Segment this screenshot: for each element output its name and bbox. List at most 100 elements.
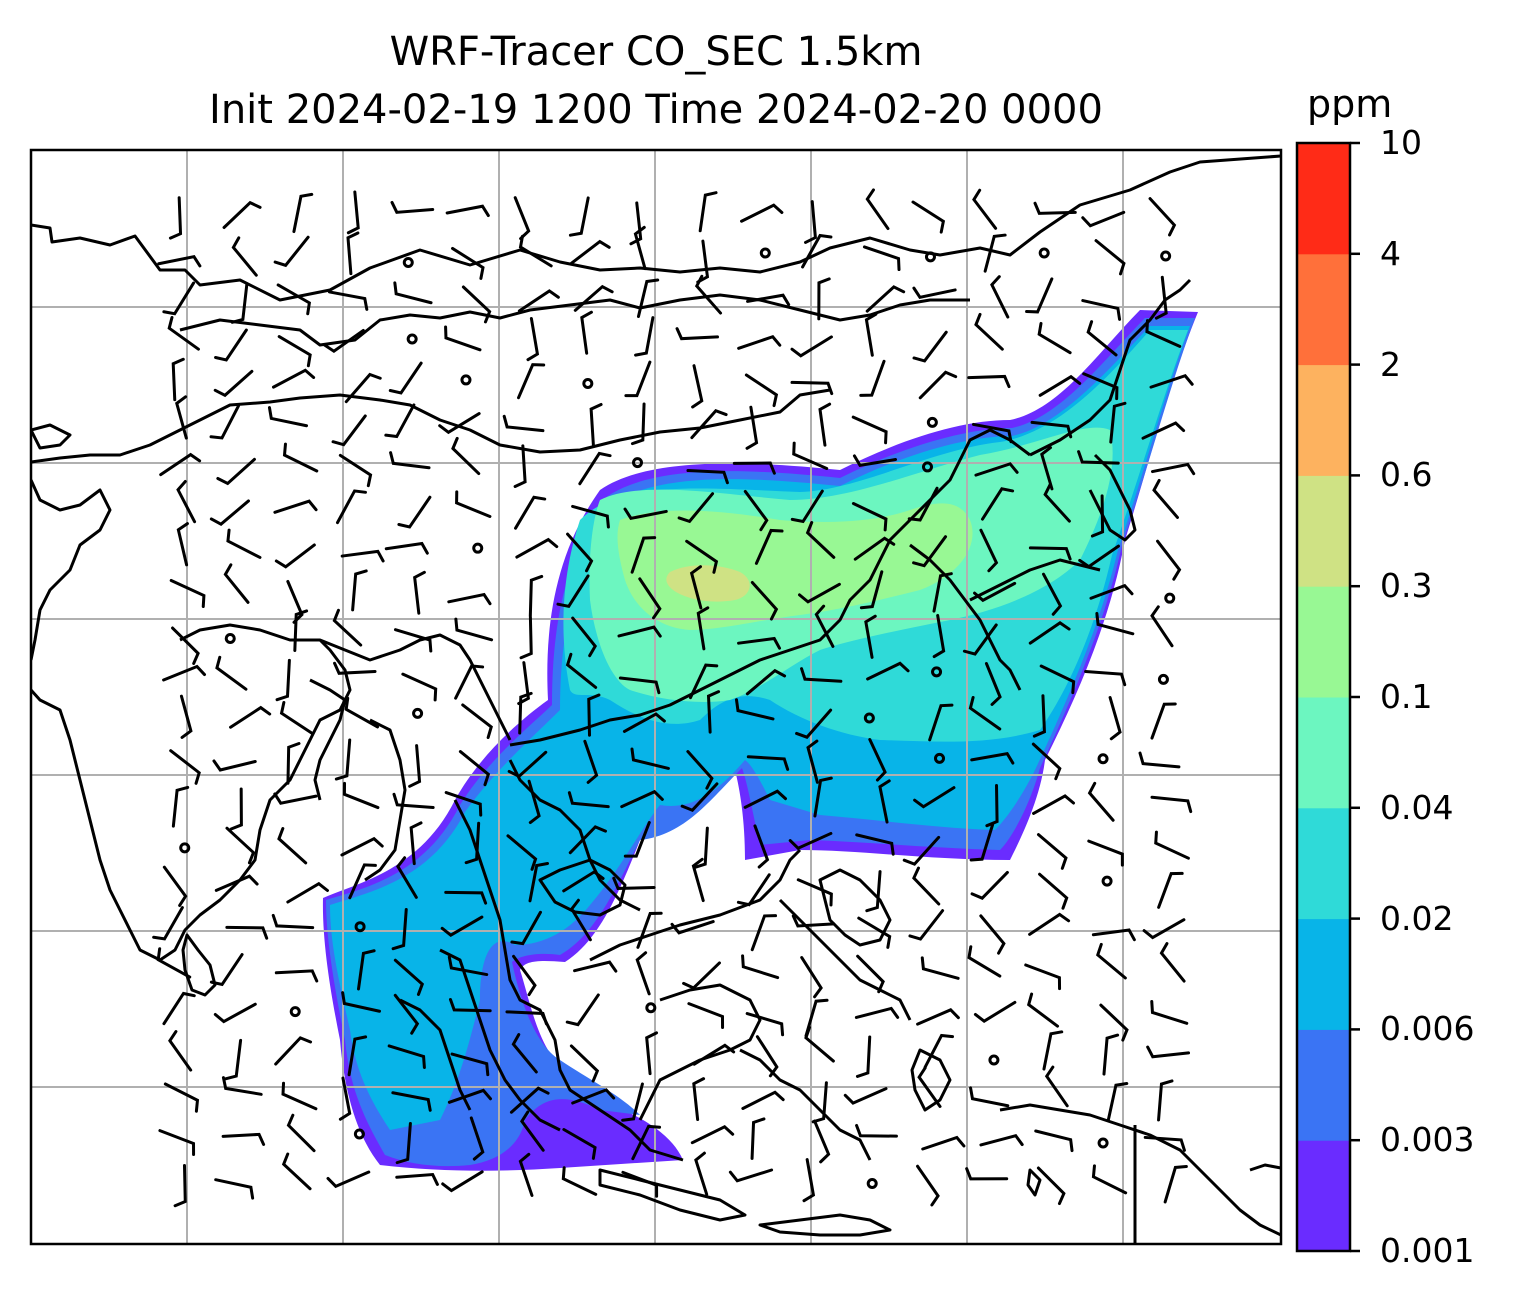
calm-marker	[921, 461, 933, 473]
wind-barb	[1142, 918, 1186, 940]
wind-barb	[682, 961, 721, 990]
wind-barb	[750, 914, 778, 952]
colorbar-segment	[1297, 586, 1350, 698]
wind-barb	[562, 1128, 597, 1160]
wind-barb	[965, 1167, 1009, 1181]
wind-barb	[513, 444, 527, 488]
wind-barb	[292, 192, 314, 234]
calm-marker	[934, 752, 946, 764]
wind-barb	[282, 442, 319, 473]
wind-barb	[176, 522, 189, 567]
wind-barb	[908, 909, 945, 941]
wind-barb	[1157, 871, 1184, 909]
wind-barb	[518, 234, 553, 268]
wind-barb	[509, 1086, 550, 1114]
wind-barb	[1032, 694, 1046, 738]
colorbar-tick-label: 4	[1380, 233, 1401, 273]
wind-barb	[274, 543, 316, 569]
wind-barb	[1030, 420, 1073, 439]
wind-barb	[690, 1125, 735, 1145]
wind-barb	[624, 360, 652, 398]
wind-barb	[974, 462, 1019, 477]
wind-barb	[388, 361, 423, 395]
calm-marker	[645, 1002, 657, 1014]
wind-barb	[790, 335, 833, 358]
wind-barb	[912, 286, 957, 300]
wind-barb	[556, 574, 590, 608]
wind-barb	[274, 969, 319, 983]
wind-barb	[1143, 1135, 1186, 1152]
wind-barb	[1042, 1030, 1064, 1071]
wind-barb	[851, 415, 888, 445]
colorbar-segment	[1297, 918, 1350, 1030]
wind-barb	[569, 898, 592, 942]
wind-barb	[630, 747, 670, 770]
wind-barb	[687, 1002, 725, 1029]
wind-barb	[393, 281, 433, 305]
wind-barb	[864, 614, 877, 659]
wind-barb	[686, 750, 714, 790]
wind-barb	[273, 235, 310, 268]
wind-barb	[864, 312, 878, 357]
wind-barb	[1138, 751, 1181, 769]
calm-marker	[926, 416, 938, 428]
wind-barb	[675, 327, 719, 341]
calm-marker	[1164, 592, 1176, 604]
wind-barb	[214, 1178, 255, 1200]
wind-barb	[357, 949, 376, 991]
calm-marker	[1097, 753, 1109, 765]
wind-barb	[528, 861, 550, 903]
wind-barb	[612, 876, 656, 890]
wind-barb	[469, 1116, 485, 1161]
wind-barb	[344, 372, 382, 404]
wind-barb	[565, 652, 598, 689]
wind-barb	[693, 826, 709, 869]
wind-barb	[171, 626, 200, 665]
wind-barb	[636, 278, 660, 318]
colorbar-tick-label: 10	[1380, 123, 1422, 162]
wind-barb	[1106, 1082, 1129, 1122]
wind-barb	[1028, 912, 1071, 936]
wind-barb	[795, 708, 833, 739]
wind-barb	[441, 1170, 484, 1193]
wind-barb	[335, 489, 367, 525]
wind-barb	[621, 1082, 644, 1122]
wind-barb	[1078, 544, 1120, 569]
wind-barb	[851, 502, 888, 532]
calm-marker	[866, 1178, 878, 1190]
wind-barb	[275, 658, 291, 702]
wind-barb	[912, 535, 948, 568]
wind-barb	[688, 663, 719, 700]
wind-barb	[512, 954, 537, 997]
wind-barb	[912, 330, 948, 363]
wind-barb	[573, 960, 618, 973]
colorbar-tick-label: 0.02	[1380, 898, 1454, 938]
wind-barb	[796, 878, 833, 907]
wind-barb	[447, 592, 492, 606]
wind-barb	[970, 751, 1015, 765]
wind-barb	[578, 451, 612, 486]
wind-barb	[169, 749, 201, 785]
wind-barb	[618, 676, 661, 695]
wind-barb	[464, 821, 481, 865]
wind-barb	[271, 913, 315, 930]
wind-barb	[1095, 611, 1135, 636]
wind-barb	[438, 412, 481, 435]
wind-barb	[573, 284, 614, 312]
wind-barb	[1034, 1129, 1074, 1153]
calm-marker	[863, 712, 875, 724]
wind-barb	[515, 537, 559, 559]
wind-barb	[158, 1129, 196, 1156]
wind-barb	[589, 402, 603, 447]
wind-barb	[230, 282, 249, 324]
wind-barb	[746, 755, 790, 771]
wind-barb	[631, 1124, 662, 1161]
colorbar-segment	[1297, 1029, 1350, 1141]
wind-barb	[686, 469, 729, 485]
calm-marker	[224, 632, 236, 644]
wind-barb	[980, 487, 1015, 521]
wind-barb	[393, 993, 420, 1035]
calm-marker	[1038, 247, 1050, 259]
wind-barb	[519, 616, 533, 660]
wind-barb	[734, 698, 775, 721]
